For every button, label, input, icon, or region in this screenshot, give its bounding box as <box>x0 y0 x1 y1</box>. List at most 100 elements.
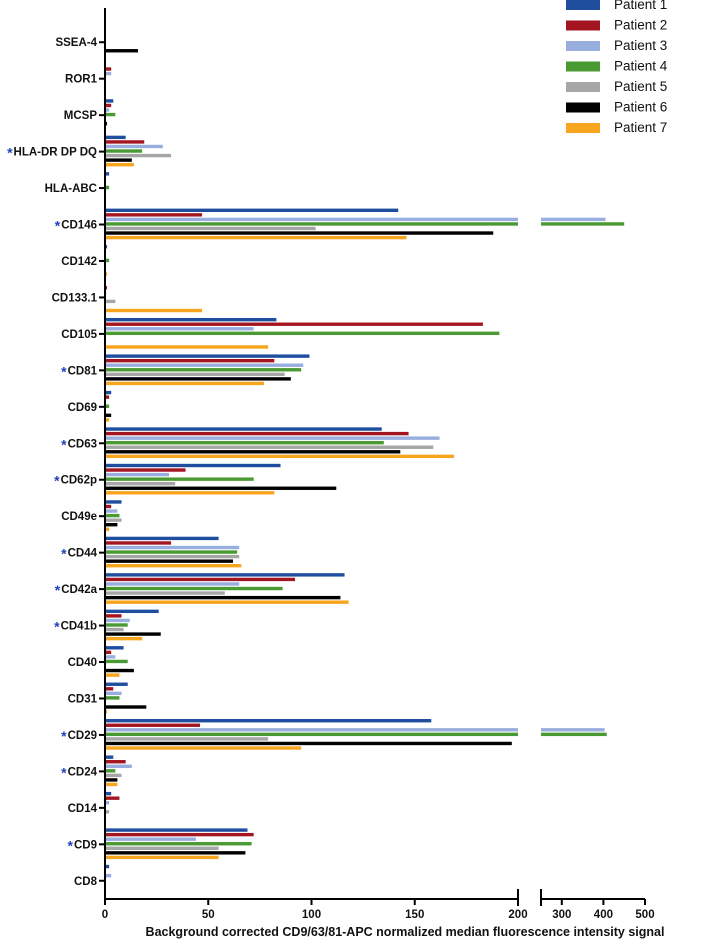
bar-cd14-patient-5 <box>106 810 110 814</box>
bar-cd49e-patient-4 <box>106 513 120 518</box>
y-tick-label: CD62p <box>61 475 97 487</box>
bar-cd62p-patient-5 <box>106 482 176 486</box>
bar-cd63-patient-6 <box>106 450 401 454</box>
bar-cd29-patient-6 <box>106 741 512 746</box>
legend-label: Patient 7 <box>614 120 667 135</box>
bar-cd146-patient-3-broken-part <box>541 217 606 222</box>
x-tick-label: 400 <box>594 909 613 921</box>
bar-cd146-patient-3 <box>106 217 518 222</box>
bar-cd24-patient-3 <box>106 764 132 768</box>
y-tick-label: CD14 <box>68 803 98 815</box>
bar-cd24-patient-4 <box>106 769 116 773</box>
bar-mcsp-patient-4 <box>106 112 116 117</box>
bar-mcsp-patient-3 <box>106 108 110 112</box>
bar-cd14-patient-1 <box>106 791 112 796</box>
y-tick-label: CD40 <box>68 657 97 669</box>
x-tick-label: 0 <box>102 909 108 921</box>
bar-cd81-patient-1 <box>106 354 310 358</box>
bar-cd49e-patient-3 <box>106 509 118 513</box>
bar-cd9-patient-6 <box>106 851 246 855</box>
y-tick-label: CD42a <box>61 584 97 596</box>
bar-cd14-patient-2 <box>106 796 120 800</box>
bar-cd29-patient-2 <box>106 723 200 727</box>
y-tick-label: CD133.1 <box>52 292 98 304</box>
bar-cd62p-patient-7 <box>106 491 275 495</box>
significance-star: * <box>68 837 74 853</box>
y-tick-label: CD9 <box>74 839 97 851</box>
bar-cd146-patient-4-broken-part <box>541 222 625 226</box>
bar-cd9-patient-2 <box>106 832 254 837</box>
bar-cd24-patient-2 <box>106 760 126 764</box>
bar-cd44-patient-3 <box>106 545 240 550</box>
bar-cd142-patient-1 <box>106 245 108 249</box>
bar-cd62p-patient-6 <box>106 486 337 490</box>
bar-cd49e-patient-2 <box>106 504 112 509</box>
bar-cd49e-patient-5 <box>106 518 122 522</box>
y-tick-label: ROR1 <box>65 74 98 86</box>
bar-cd40-patient-7 <box>106 673 120 677</box>
bar-cd146-patient-2 <box>106 213 203 217</box>
bar-cd105-patient-2 <box>106 322 483 326</box>
bar-cd81-patient-2 <box>106 358 275 363</box>
bar-cd69-patient-6 <box>106 413 112 418</box>
bar-cd40-patient-4 <box>106 659 128 664</box>
bar-cd24-patient-7 <box>106 782 118 787</box>
y-tick-label: CD49e <box>61 511 97 523</box>
bar-cd29-patient-5 <box>106 737 269 741</box>
y-tick-label: SSEA-4 <box>55 37 97 49</box>
bar-cd62p-patient-3 <box>106 472 170 477</box>
bar-ror1-patient-3 <box>106 71 112 76</box>
bar-cd105-patient-7 <box>106 345 269 349</box>
y-tick-label: HLA-DR DP DQ <box>14 147 98 159</box>
bar-cd44-patient-5 <box>106 554 240 559</box>
significance-star: * <box>54 473 60 489</box>
legend-label: Patient 2 <box>614 18 667 33</box>
bar-cd63-patient-2 <box>106 431 409 436</box>
bar-cd31-patient-1 <box>106 682 128 686</box>
bar-cd41b-patient-7 <box>106 636 143 641</box>
bar-cd31-patient-7 <box>106 709 108 714</box>
bar-cd69-patient-7 <box>106 418 110 422</box>
bar-cd44-patient-2 <box>106 541 172 545</box>
bar-cd14-patient-3 <box>106 801 110 805</box>
bar-cd146-patient-7 <box>106 235 407 240</box>
bar-cd133-1-patient-2 <box>106 286 108 290</box>
bar-cd29-patient-1 <box>106 719 432 723</box>
y-tick-label: CD69 <box>68 402 97 414</box>
bar-cd42a-patient-6 <box>106 595 341 600</box>
bar-cd41b-patient-1 <box>106 609 159 614</box>
y-tick-label: CD63 <box>68 438 97 450</box>
legend-label: Patient 1 <box>614 0 667 12</box>
bar-cd44-patient-1 <box>106 536 219 541</box>
bar-cd81-patient-7 <box>106 381 265 386</box>
bar-cd63-patient-5 <box>106 445 434 449</box>
bar-cd29-patient-4 <box>106 732 518 737</box>
bar-cd24-patient-5 <box>106 773 122 778</box>
bar-cd8-patient-3 <box>106 873 112 878</box>
bar-cd42a-patient-7 <box>106 600 349 604</box>
significance-star: * <box>61 728 67 744</box>
bar-cd40-patient-3 <box>106 655 116 659</box>
bar-cd42a-patient-5 <box>106 591 225 595</box>
bar-ssea-4-patient-6 <box>106 49 139 53</box>
bar-cd8-patient-1 <box>106 864 110 869</box>
x-tick-label: 500 <box>635 909 654 921</box>
bar-cd63-patient-1 <box>106 427 382 431</box>
bar-cd29-patient-4-broken-part <box>541 732 607 737</box>
x-tick-label: 100 <box>302 909 321 921</box>
y-tick-label: CD31 <box>68 693 98 705</box>
x-tick-label: 300 <box>552 909 571 921</box>
legend-label: Patient 6 <box>614 100 667 115</box>
bar-cd42a-patient-3 <box>106 582 240 586</box>
y-tick-label: CD44 <box>68 548 98 560</box>
bar-cd142-patient-4 <box>106 258 110 263</box>
bar-hla-dr-dp-dq-patient-2 <box>106 140 145 144</box>
x-tick-label: 150 <box>405 909 424 921</box>
bar-cd146-patient-5 <box>106 226 316 231</box>
legend-label: Patient 5 <box>614 79 667 94</box>
bar-cd63-patient-3 <box>106 436 440 440</box>
bar-cd40-patient-1 <box>106 646 124 650</box>
axes-layer <box>99 8 646 906</box>
bar-cd62p-patient-4 <box>106 477 254 481</box>
